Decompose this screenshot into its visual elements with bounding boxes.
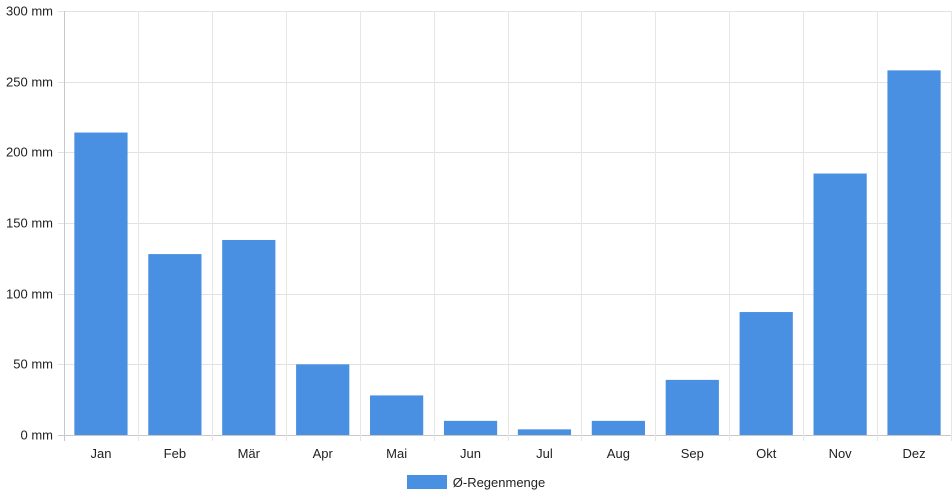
y-tick-label: 200 mm [6, 145, 53, 160]
y-tick-label: 0 mm [21, 428, 54, 443]
x-tick-label: Jan [90, 446, 111, 461]
x-tick-label: Sep [681, 446, 704, 461]
grid [58, 11, 952, 441]
bar [148, 254, 202, 435]
rainfall-bar-chart: 0 mm 50 mm 100 mm 150 mm 200 mm 250 mm 300 mm J… [6, 4, 952, 462]
bar [370, 395, 424, 435]
bar [517, 429, 572, 435]
bars [74, 70, 941, 436]
bar [739, 312, 793, 435]
bar [887, 70, 941, 436]
legend-label: Ø-Regenmenge [452, 474, 546, 490]
legend[interactable]: Ø-Regenmenge [0, 472, 952, 492]
bar [443, 420, 498, 435]
bar [222, 239, 276, 435]
x-tick-label: Mai [386, 446, 407, 461]
x-tick-label: Dez [902, 446, 925, 461]
y-tick-label: 300 mm [6, 4, 53, 19]
x-tick-label: Feb [164, 446, 186, 461]
x-tick-label: Jun [460, 446, 481, 461]
bar [813, 173, 867, 436]
legend-swatch [406, 475, 447, 489]
y-tick-label: 100 mm [6, 287, 53, 302]
tick-labels: 0 mm 50 mm 100 mm 150 mm 200 mm 250 mm 300 mm J… [6, 4, 926, 462]
x-tick-label: Apr [313, 446, 334, 461]
bar [74, 132, 128, 435]
bar [296, 364, 350, 435]
y-tick-label: 50 mm [13, 357, 53, 372]
bar [591, 420, 645, 435]
x-tick-label: Okt [756, 446, 777, 461]
x-tick-label: Mär [238, 446, 261, 461]
x-tick-label: Jul [536, 446, 553, 461]
x-tick-label: Aug [607, 446, 630, 461]
x-tick-label: Nov [829, 446, 853, 461]
y-tick-label: 250 mm [6, 75, 53, 90]
bar [665, 379, 719, 435]
y-tick-label: 150 mm [6, 216, 53, 231]
